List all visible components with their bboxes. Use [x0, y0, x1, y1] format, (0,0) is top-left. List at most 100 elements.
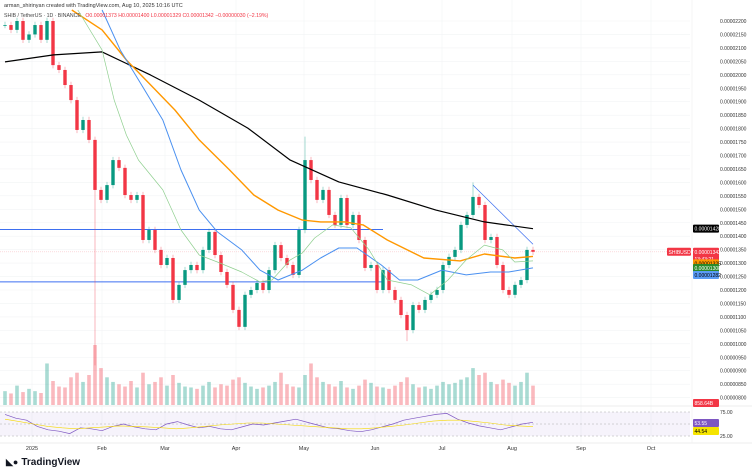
- volume-bar: [69, 377, 73, 405]
- candle-body: [87, 119, 91, 140]
- candle-body: [285, 257, 289, 265]
- price-tick-label: 0.00001450: [720, 221, 747, 227]
- rsi-value-tag-bg: [693, 419, 719, 427]
- candle-body: [327, 189, 331, 215]
- grid: [0, 0, 752, 444]
- candle-body: [519, 280, 523, 285]
- candle-body: [177, 284, 181, 300]
- volume-bar: [81, 381, 85, 405]
- price-tick-label: 0.00001200: [720, 288, 747, 294]
- volume-bar: [345, 387, 349, 405]
- volume-bar: [87, 375, 91, 405]
- candle-body: [471, 196, 475, 215]
- candle-body: [297, 230, 301, 275]
- volume-bar: [99, 368, 103, 405]
- candle-body: [495, 237, 499, 265]
- candle-body: [105, 185, 109, 200]
- volume-bar: [333, 386, 337, 405]
- volume-tag: 858.64B: [695, 401, 714, 407]
- volume-bar: [231, 379, 235, 405]
- volume-bar: [363, 379, 367, 405]
- price-tags: 0.000014280.0000134213:43:210.000013250.…: [667, 224, 733, 440]
- time-tick-label: Feb: [97, 446, 106, 452]
- candle-body: [315, 179, 319, 200]
- volume-bar: [39, 393, 43, 405]
- price-tick-label: 0.00001950: [720, 86, 747, 92]
- price-tick-label: 0.00000850: [720, 382, 747, 388]
- candle-body: [507, 290, 511, 295]
- price-tick-label: 0.00000950: [720, 355, 747, 361]
- price-tick-label: 0.00001750: [720, 140, 747, 146]
- time-axis[interactable]: 2025 Feb Mar Apr May Jun Jul Aug Sep Oct: [26, 446, 656, 452]
- price-tick-label: 0.00001400: [720, 234, 747, 240]
- candle-body: [465, 214, 469, 225]
- time-tick-label: Mar: [160, 446, 170, 452]
- rsi-ma-tag-bg: [693, 427, 719, 435]
- ma20-price-tag: 0.00001308: [695, 266, 722, 272]
- price-tick-label: 0.00001850: [720, 113, 747, 119]
- volume-bar: [405, 377, 409, 405]
- candle-body: [99, 189, 103, 200]
- volume-bar: [141, 372, 145, 405]
- candle-body: [63, 69, 67, 86]
- price-tick-label: 0.00001050: [720, 328, 747, 334]
- price-tick-label: 0.00000800: [720, 396, 747, 402]
- volume-bar: [123, 386, 127, 405]
- volume-bar: [471, 368, 475, 405]
- volume-bar: [57, 386, 61, 405]
- volume-bar: [171, 375, 175, 405]
- candle-body: [513, 284, 517, 295]
- volume-bar: [255, 388, 259, 405]
- rsi-upper-label: 75.00: [720, 410, 733, 416]
- volume-bar: [117, 384, 121, 405]
- candle-body: [357, 214, 361, 240]
- horizontal-levels[interactable]: [0, 184, 690, 283]
- volume-bar: [261, 387, 265, 405]
- candle-body: [255, 283, 259, 290]
- time-tick-label: Oct: [647, 446, 656, 452]
- symbol-name[interactable]: SHIB / TetherUS · 1D · BINANCE: [4, 13, 81, 19]
- volume-bar: [321, 381, 325, 405]
- volume-bar: [273, 381, 277, 405]
- price-tick-label: 0.00001150: [720, 301, 746, 307]
- price-tick-label: 0.00001700: [720, 154, 747, 160]
- candle-body: [501, 264, 505, 290]
- symbol-price-tag: SHIBUSDT: [669, 250, 694, 256]
- price-tick-label: 0.00001300: [720, 261, 747, 267]
- price-tick-label: 0.00002000: [720, 73, 747, 79]
- price-tick-label: 0.00001550: [720, 194, 747, 200]
- candle-body: [27, 34, 31, 40]
- candle-body: [453, 249, 457, 257]
- volume-bar: [45, 363, 49, 405]
- volume-bar: [135, 387, 139, 405]
- price-axis[interactable]: 0.00002200 0.00002150 0.00002100 0.00002050…: [720, 19, 747, 402]
- volume-bar: [237, 377, 241, 405]
- candle-body: [477, 196, 481, 205]
- volume-bar: [189, 387, 193, 405]
- candle-body: [237, 309, 241, 327]
- volume-bar: [105, 377, 109, 405]
- volume-bar: [489, 381, 493, 405]
- volume-bar: [483, 372, 487, 405]
- volume-bar: [315, 377, 319, 405]
- candle-body: [141, 195, 145, 240]
- price-tick-label: 0.00001350: [720, 248, 747, 254]
- price-tick-label: 0.00002100: [720, 46, 747, 52]
- volume-bar: [201, 385, 205, 405]
- candle-body: [183, 270, 187, 285]
- price-tick-label: 0.00000900: [720, 369, 747, 375]
- candle-body: [417, 305, 421, 310]
- volume-bar: [21, 392, 25, 405]
- trend-line: [472, 184, 534, 245]
- candle-body: [153, 230, 157, 250]
- volume-bar: [147, 384, 151, 405]
- rsi-pane: [0, 411, 690, 437]
- tradingview-logo[interactable]: ◣● TradingView: [6, 457, 80, 468]
- symbol-price-tag-bg: [667, 247, 691, 256]
- volume-bar: [381, 387, 385, 405]
- volume-bar: [291, 386, 295, 405]
- candle-body: [447, 256, 451, 265]
- time-tick-label: 2025: [26, 446, 38, 452]
- volume-bar: [33, 391, 37, 405]
